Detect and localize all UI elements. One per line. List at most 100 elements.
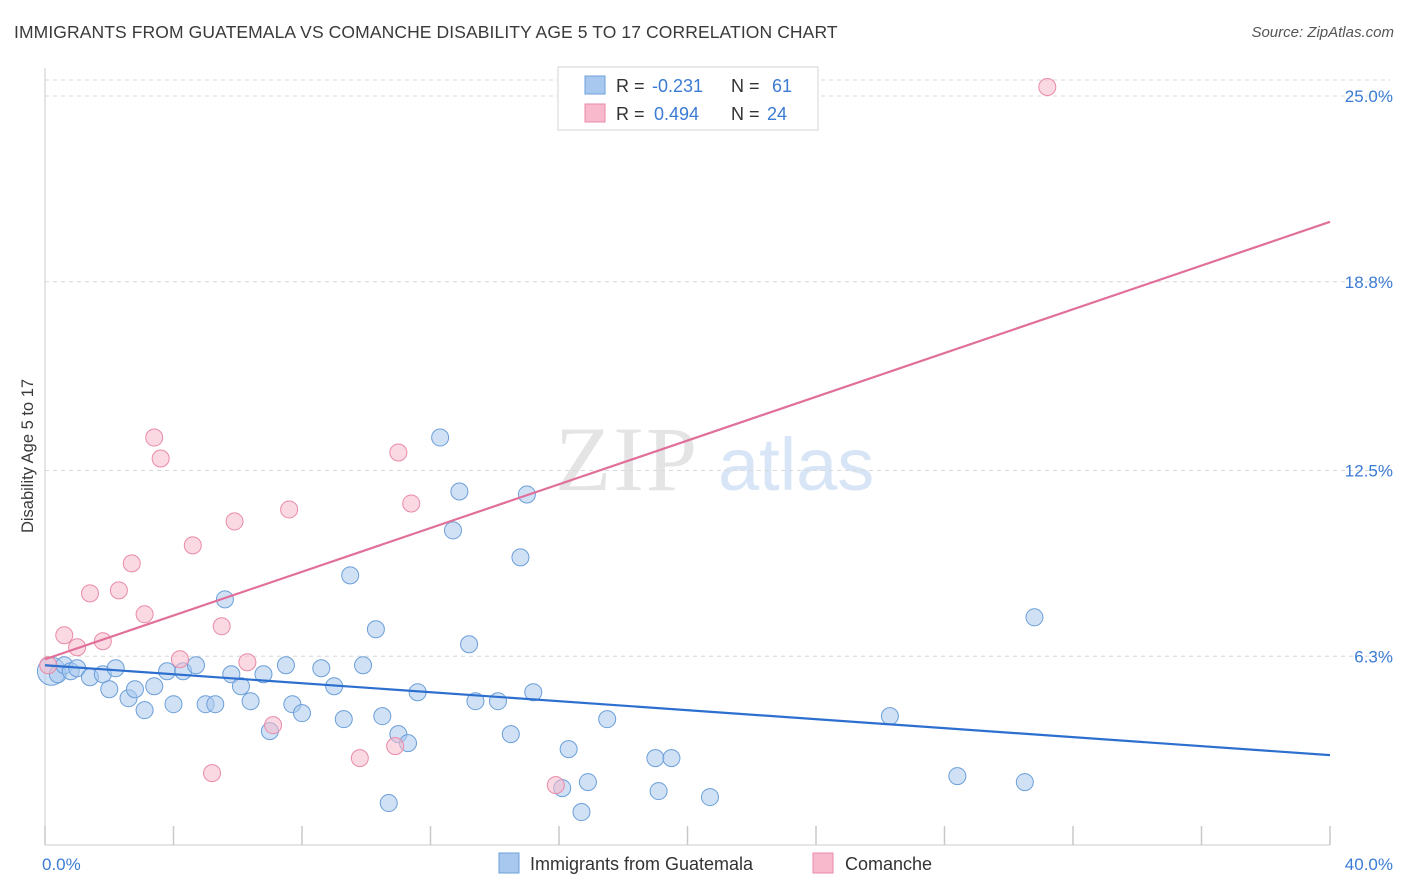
stats-n-value-pink: 24 — [767, 104, 787, 124]
guatemala-point — [559, 740, 578, 759]
comanche-point — [203, 764, 222, 783]
comanche-point — [55, 626, 74, 645]
guatemala-point — [649, 782, 668, 801]
comanche-point — [238, 653, 257, 672]
comanche-trend-line — [44, 220, 1331, 661]
guatemala-point — [1025, 608, 1044, 627]
series-legend: Immigrants from Guatemala Comanche — [498, 852, 932, 874]
comanche-point — [386, 737, 405, 756]
guatemala-point — [312, 659, 331, 678]
stats-swatch-pink — [584, 103, 606, 123]
guatemala-point — [135, 701, 154, 720]
comanche-point — [225, 512, 244, 531]
guatemala-point — [366, 620, 385, 639]
comanche-point — [546, 776, 565, 795]
guatemala-point — [334, 710, 353, 729]
guatemala-point — [450, 482, 469, 501]
y-tick-label: 18.8% — [1345, 273, 1393, 292]
y-axis-title: Disability Age 5 to 17 — [19, 379, 37, 533]
stats-n-label-pink: N = — [731, 104, 760, 124]
y-tick-label: 6.3% — [1354, 647, 1393, 666]
comanche-point — [280, 500, 299, 519]
guatemala-point — [354, 656, 373, 675]
stats-n-value-blue: 61 — [772, 76, 792, 96]
guatemala-point — [293, 704, 311, 723]
guatemala-point — [700, 788, 719, 807]
guatemala-point — [488, 692, 507, 711]
legend-swatch-guatemala — [498, 852, 520, 874]
guatemala-point — [145, 677, 164, 696]
guatemala-point — [1015, 773, 1034, 792]
comanche-point — [183, 536, 202, 555]
guatemala-point — [158, 662, 177, 681]
legend-swatch-comanche — [812, 852, 834, 874]
comanche-point — [264, 716, 283, 735]
comanche-point — [80, 584, 99, 603]
series-comanche-points — [39, 78, 1057, 795]
guatemala-point — [443, 521, 462, 540]
y-axis-labels: 6.3% 12.5% 18.8% 25.0% — [1345, 87, 1393, 666]
comanche-point — [145, 428, 164, 447]
guatemala-point — [276, 656, 295, 675]
guatemala-point — [373, 707, 392, 726]
stats-r-label-blue: R = — [616, 76, 645, 96]
stats-r-value-pink: 0.494 — [654, 104, 699, 124]
guatemala-point — [341, 566, 360, 585]
guatemala-point — [572, 803, 591, 822]
x-tick-label-end: 40.0% — [1345, 855, 1393, 874]
comanche-point — [350, 749, 369, 768]
comanche-point — [122, 554, 141, 573]
guatemala-point — [880, 707, 899, 726]
comanche-point — [109, 581, 128, 600]
y-tick-label: 25.0% — [1345, 87, 1393, 106]
guatemala-point — [466, 692, 485, 711]
comanche-point — [1038, 78, 1057, 97]
guatemala-point — [948, 767, 967, 786]
comanche-point — [389, 443, 408, 462]
guatemala-point — [598, 710, 617, 729]
guatemala-point — [646, 749, 665, 768]
guatemala-point — [431, 428, 450, 447]
guatemala-point — [164, 695, 183, 714]
guatemala-point — [186, 656, 205, 675]
comanche-point — [170, 650, 189, 669]
x-axis-ticks — [44, 826, 1331, 845]
guatemala-point — [501, 725, 520, 744]
guatemala-point — [231, 677, 250, 696]
guatemala-point — [578, 773, 597, 792]
grid — [45, 79, 1390, 657]
x-tick-label-start: 0.0% — [42, 855, 81, 874]
chart-title: IMMIGRANTS FROM GUATEMALA VS COMANCHE DI… — [14, 22, 838, 42]
stats-n-label-blue: N = — [731, 76, 760, 96]
guatemala-point — [125, 680, 144, 699]
watermark-atlas: atlas — [718, 423, 874, 506]
comanche-point — [402, 494, 421, 513]
y-tick-label: 12.5% — [1345, 462, 1393, 481]
stats-swatch-blue — [584, 75, 606, 95]
watermark-zip: ZIP — [555, 408, 699, 510]
guatemala-point — [524, 683, 543, 702]
comanche-point — [135, 605, 154, 624]
guatemala-point — [379, 794, 398, 813]
guatemala-point — [106, 659, 125, 678]
source-credit: Source: ZipAtlas.com — [1251, 24, 1394, 41]
guatemala-point — [241, 692, 260, 711]
stats-r-label-pink: R = — [616, 104, 645, 124]
guatemala-point — [511, 548, 530, 567]
guatemala-point — [254, 665, 273, 684]
guatemala-point — [662, 749, 681, 768]
stats-r-value-blue: -0.231 — [652, 76, 703, 96]
comanche-point — [212, 617, 231, 636]
trend-lines — [44, 220, 1331, 757]
stats-legend: R = -0.231 N = 61 R = 0.494 N = 24 — [557, 66, 819, 131]
guatemala-point — [206, 695, 225, 714]
guatemala-point — [215, 590, 234, 609]
series-guatemala-points — [36, 428, 1044, 822]
legend-label-guatemala: Immigrants from Guatemala — [530, 854, 754, 874]
comanche-point — [151, 449, 170, 468]
guatemala-point — [460, 635, 479, 654]
guatemala-point — [100, 680, 119, 699]
legend-label-comanche: Comanche — [845, 854, 932, 874]
